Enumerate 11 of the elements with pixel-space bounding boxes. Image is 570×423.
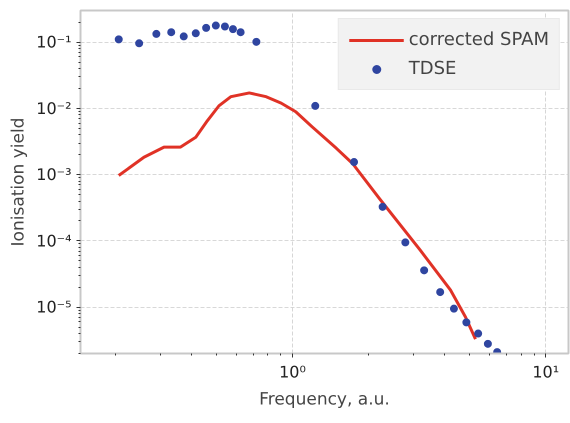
x-axis-title: Frequency, a.u. — [259, 390, 390, 410]
y-tick-label: 10⁻¹ — [36, 32, 72, 52]
y-tick-label: 10⁻⁵ — [36, 298, 72, 317]
y-tick-label: 10⁻⁴ — [36, 231, 72, 250]
x-tick-label: 10¹ — [532, 362, 560, 382]
y-tick-label: 10⁻³ — [36, 165, 72, 184]
legend-label: corrected SPAM — [408, 29, 549, 50]
x-tick-label: 10⁰ — [279, 362, 306, 382]
y-axis-title: Ionisation yield — [8, 118, 28, 246]
legend-label: TDSE — [408, 58, 456, 79]
y-tick-label: 10⁻² — [36, 98, 72, 118]
